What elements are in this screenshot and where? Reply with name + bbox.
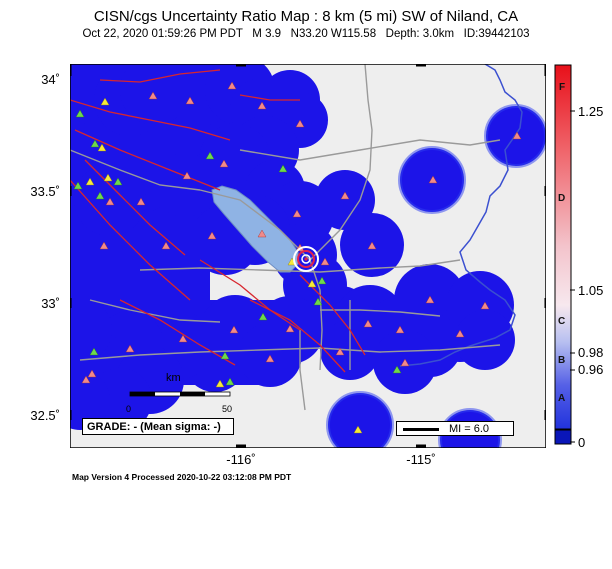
event-info: Oct 22, 2020 01:59:26 PM PDT M 3.9 N33.2… (0, 28, 612, 40)
scale-end: 50 (222, 404, 232, 414)
colorbar-ticks (570, 64, 578, 446)
lat-tick-34: 34˚ (26, 72, 60, 87)
colorbar-value-0-96: 0.96 (578, 362, 603, 377)
map-panel (70, 64, 546, 448)
distance-scale-bar (130, 392, 230, 396)
epicenter-marker (294, 247, 318, 271)
lat-tick-32-5: 32.5˚ (26, 408, 60, 423)
colorbar-value-1-25: 1.25 (578, 104, 603, 119)
scale-zero: 0 (126, 404, 131, 414)
colorbar-value-0-98: 0.98 (578, 345, 603, 360)
mi-label: MI = 6.0 (449, 422, 489, 437)
map-title: CISN/cgs Uncertainty Ratio Map : 8 km (5… (0, 8, 612, 25)
colorbar-value-1-05: 1.05 (578, 283, 603, 298)
map-version-footer: Map Version 4 Processed 2020-10-22 03:12… (72, 472, 291, 482)
mi-legend: MI = 6.0 (396, 421, 514, 436)
scale-title: km (166, 372, 181, 384)
lon-tick-116: -116˚ (221, 452, 261, 467)
grade-legend: GRADE: - (Mean sigma: -) (82, 418, 234, 435)
grade-letter-a: A (558, 393, 565, 404)
mi-line-sample (403, 428, 439, 431)
lon-tick-115: -115˚ (401, 452, 441, 467)
grade-letter-b: B (558, 355, 565, 366)
colorbar-value-0: 0 (578, 435, 585, 450)
grade-letter-f: F (559, 82, 565, 93)
lat-tick-33: 33˚ (26, 296, 60, 311)
lat-tick-33-5: 33.5˚ (26, 184, 60, 199)
grade-letter-c: C (558, 316, 565, 327)
grade-letter-d: D (558, 193, 565, 204)
